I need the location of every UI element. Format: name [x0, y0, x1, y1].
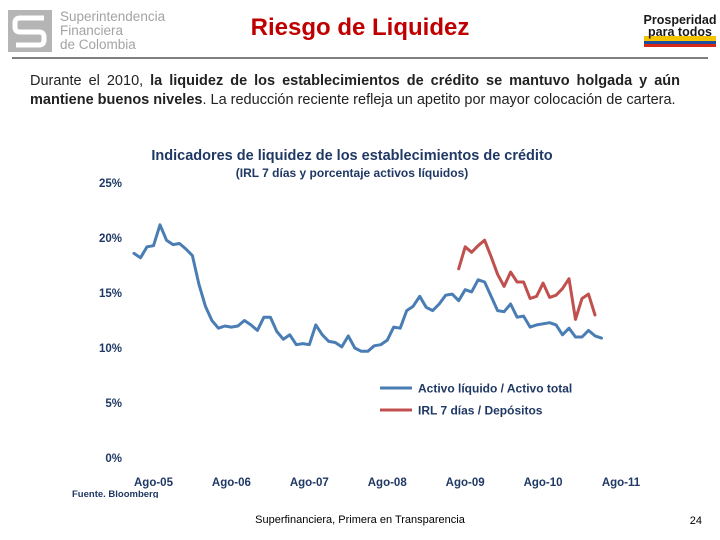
intro-lead: Durante el 2010, — [30, 73, 144, 89]
y-tick-label: 20% — [99, 233, 122, 245]
superfinanciera-logo: Superintendencia Financiera de Colombia — [8, 8, 188, 54]
intro-rest: . La reducción reciente refleja un apeti… — [202, 92, 676, 108]
footer-text: Superfinanciera, Primera en Transparenci… — [255, 514, 465, 526]
liquidity-chart-svg: Indicadores de liquidez de los estableci… — [72, 148, 641, 498]
series-line-activo-liquido — [132, 223, 603, 353]
x-tick-label: Ago-05 — [134, 477, 174, 489]
intro-paragraph: Durante el 2010, la liquidez de los esta… — [30, 72, 680, 110]
page-number: 24 — [689, 515, 702, 527]
x-tick-label: Ago-11 — [602, 477, 641, 489]
y-tick-label: 15% — [99, 288, 122, 300]
series-line-irl-7-dias — [457, 238, 597, 321]
brand-line2: para todos — [648, 25, 712, 39]
org-line2: Financiera — [60, 23, 124, 38]
chart-subtitle: (IRL 7 días y porcentaje activos líquido… — [236, 166, 469, 180]
prosperidad-logo: Prosperidad para todos — [644, 13, 716, 47]
intro-bold: la liquidez de los establecimientos de c… — [30, 73, 680, 108]
org-line1: Superintendencia — [60, 9, 166, 24]
y-tick-label: 10% — [99, 343, 122, 355]
chart-source: Fuente. Bloomberg — [72, 489, 159, 498]
page-title: Riesgo de Liquidez — [250, 14, 470, 41]
org-line3: de Colombia — [60, 37, 136, 52]
superfinanciera-name: Superintendencia Financiera de Colombia — [60, 10, 165, 52]
x-tick-label: Ago-06 — [212, 477, 251, 489]
liquidity-chart: Indicadores de liquidez de los estableci… — [58, 140, 644, 498]
y-tick-label: 0% — [105, 453, 122, 465]
y-tick-label: 5% — [105, 398, 122, 410]
chart-title: Indicadores de liquidez de los estableci… — [151, 148, 552, 164]
superfinanciera-mark-icon — [8, 10, 52, 52]
x-tick-label: Ago-08 — [368, 477, 408, 489]
x-tick-label: Ago-07 — [290, 477, 329, 489]
x-tick-label: Ago-09 — [446, 477, 485, 489]
header-divider — [12, 57, 708, 59]
y-tick-label: 25% — [99, 178, 122, 190]
x-tick-label: Ago-10 — [524, 477, 563, 489]
brand-line1: Prosperidad — [644, 13, 716, 27]
legend-label: Activo líquido / Activo total — [418, 382, 572, 396]
legend-label: IRL 7 días / Depósitos — [418, 404, 543, 418]
